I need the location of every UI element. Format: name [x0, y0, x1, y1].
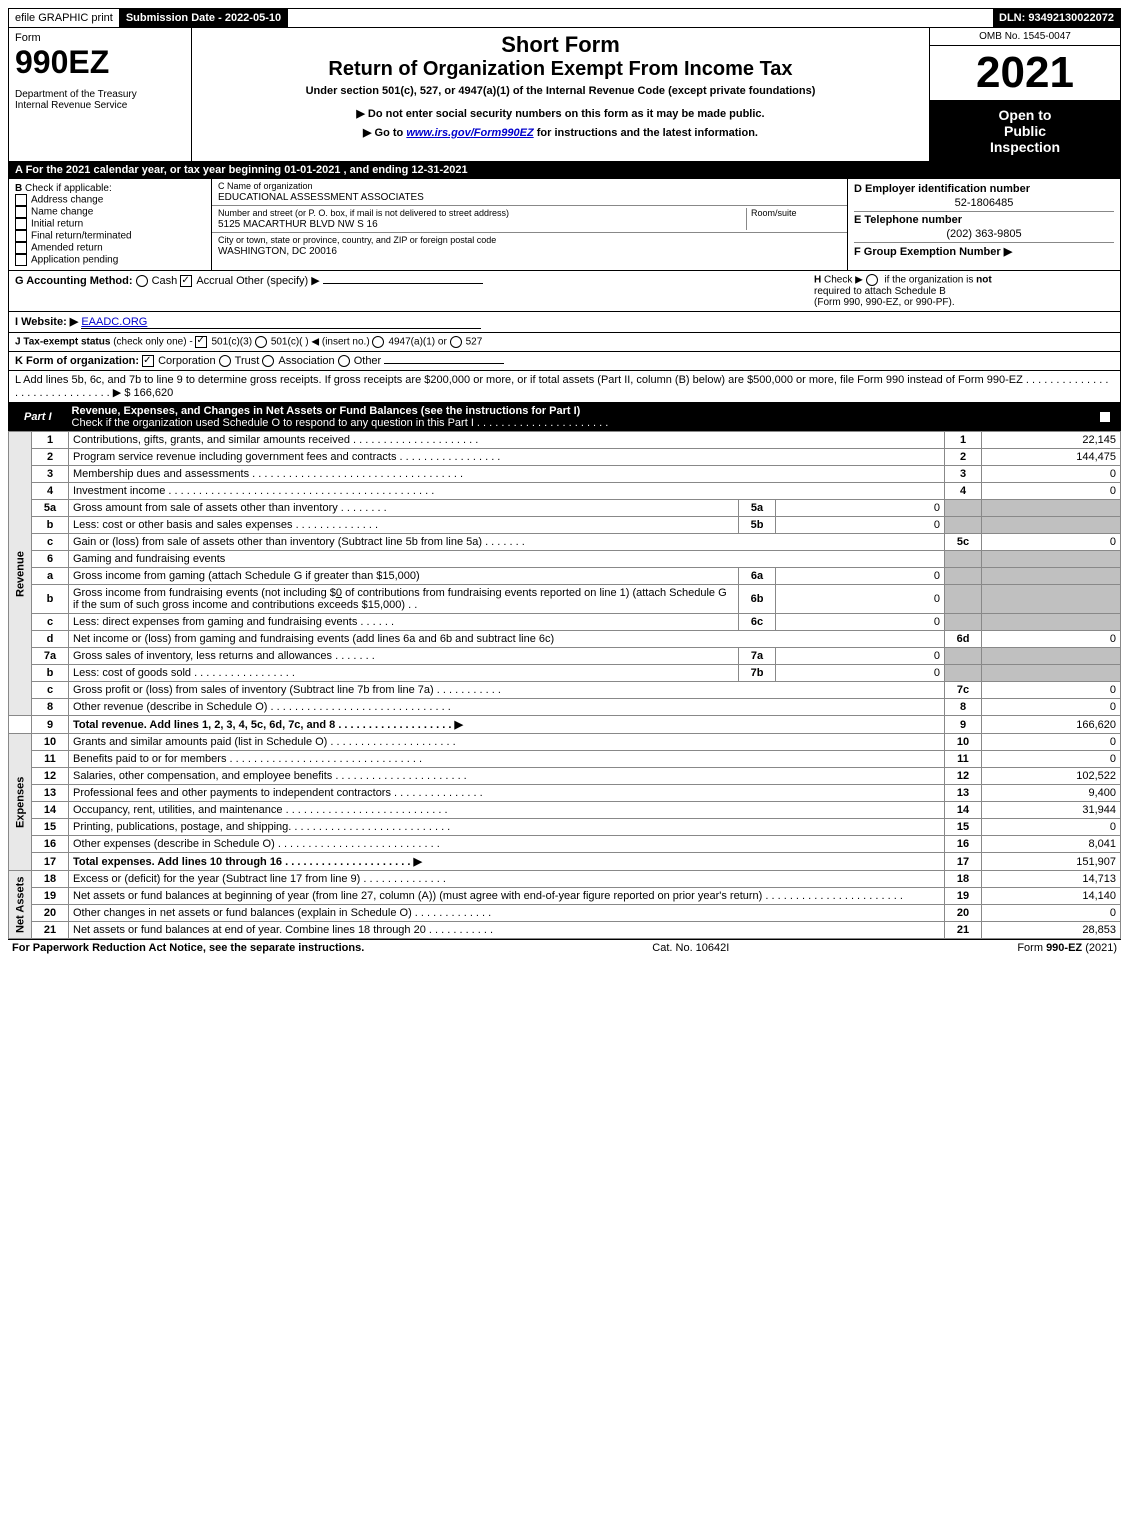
phone: (202) 363-9805 [854, 228, 1114, 240]
g-accounting: G Accounting Method: Cash Accrual Other … [15, 274, 483, 287]
radio-501c[interactable] [255, 336, 267, 348]
l-gross-receipts: L Add lines 5b, 6c, and 7b to line 9 to … [8, 371, 1121, 403]
check-schedule-o[interactable] [1099, 411, 1111, 423]
val-9: 166,620 [982, 716, 1121, 734]
check-pending[interactable] [15, 254, 27, 266]
val-1: 22,145 [982, 432, 1121, 449]
room-label: Room/suite [751, 208, 797, 218]
org-city: WASHINGTON, DC 20016 [218, 246, 337, 257]
val-15: 0 [982, 819, 1121, 836]
open-inspection: Open to Public Inspection [930, 101, 1120, 161]
val-7c: 0 [982, 682, 1121, 699]
radio-4947[interactable] [372, 336, 384, 348]
val-5c: 0 [982, 534, 1121, 551]
check-accrual[interactable] [180, 275, 192, 287]
check-address-change[interactable] [15, 194, 27, 206]
val-3: 0 [982, 466, 1121, 483]
val-20: 0 [982, 905, 1121, 922]
tab-net-assets: Net Assets [9, 871, 32, 939]
j-tax-status: J Tax-exempt status (check only one) - 5… [8, 333, 1121, 352]
val-6d: 0 [982, 631, 1121, 648]
radio-527[interactable] [450, 336, 462, 348]
val-19: 14,140 [982, 888, 1121, 905]
val-21: 28,853 [982, 922, 1121, 939]
tab-expenses: Expenses [9, 734, 32, 871]
val-2: 144,475 [982, 449, 1121, 466]
val-16: 8,041 [982, 836, 1121, 853]
l-value: 166,620 [134, 387, 174, 399]
radio-other[interactable] [338, 355, 350, 367]
check-initial-return[interactable] [15, 218, 27, 230]
h-block: H Check ▶ if the organization is not req… [806, 274, 1114, 308]
val-18: 14,713 [982, 871, 1121, 888]
check-501c3[interactable] [195, 336, 207, 348]
check-amended[interactable] [15, 242, 27, 254]
subtitle: Return of Organization Exempt From Incom… [200, 58, 921, 81]
form-label: Form [15, 32, 185, 44]
check-final-return[interactable] [15, 230, 27, 242]
top-bar: efile GRAPHIC print Submission Date - 20… [8, 8, 1121, 28]
efile-label[interactable]: efile GRAPHIC print [9, 9, 120, 27]
radio-cash[interactable] [136, 275, 148, 287]
g-h-row: G Accounting Method: Cash Accrual Other … [8, 271, 1121, 312]
val-10: 0 [982, 734, 1121, 751]
val-12: 102,522 [982, 768, 1121, 785]
submission-date: Submission Date - 2022-05-10 [120, 9, 288, 27]
val-17: 151,907 [982, 853, 1121, 871]
omb: OMB No. 1545-0047 [930, 28, 1120, 46]
org-name: EDUCATIONAL ASSESSMENT ASSOCIATES [218, 192, 424, 203]
val-4: 0 [982, 483, 1121, 500]
val-13: 9,400 [982, 785, 1121, 802]
check-corp[interactable] [142, 355, 154, 367]
form-header: Form 990EZ Department of the Treasury In… [8, 28, 1121, 162]
org-address: 5125 MACARTHUR BLVD NW S 16 [218, 219, 378, 230]
check-name-change[interactable] [15, 206, 27, 218]
website-link[interactable]: EAADC.ORG [81, 316, 481, 329]
tab-revenue: Revenue [9, 432, 32, 716]
radio-assoc[interactable] [262, 355, 274, 367]
dept-irs: Internal Revenue Service [15, 100, 185, 111]
goto-note: ▶ Go to www.irs.gov/Form990EZ for instru… [200, 126, 921, 139]
radio-h[interactable] [866, 274, 878, 286]
col-b: B Check if applicable: Address change Na… [9, 179, 212, 270]
bcd-grid: B Check if applicable: Address change Na… [8, 179, 1121, 271]
form-number: 990EZ [15, 44, 185, 81]
irs-link[interactable]: www.irs.gov/Form990EZ [406, 127, 533, 139]
k-form-org: K Form of organization: Corporation Trus… [8, 352, 1121, 371]
short-form-title: Short Form [200, 32, 921, 58]
part1-header: Part I Revenue, Expenses, and Changes in… [8, 403, 1121, 431]
val-8: 0 [982, 699, 1121, 716]
tax-year: 2021 [930, 46, 1120, 101]
under-section: Under section 501(c), 527, or 4947(a)(1)… [200, 85, 921, 97]
val-14: 31,944 [982, 802, 1121, 819]
col-d: D Employer identification number 52-1806… [848, 179, 1120, 270]
ssn-note: ▶ Do not enter social security numbers o… [200, 107, 921, 120]
ein: 52-1806485 [854, 197, 1114, 209]
dept-treasury: Department of the Treasury [15, 89, 185, 100]
section-a: A For the 2021 calendar year, or tax yea… [8, 162, 1121, 179]
radio-trust[interactable] [219, 355, 231, 367]
cat-no: Cat. No. 10642I [652, 942, 729, 954]
col-c: C Name of organization EDUCATIONAL ASSES… [212, 179, 848, 270]
i-website: I Website: ▶ EAADC.ORG [8, 312, 1121, 333]
part1-table: Revenue 1Contributions, gifts, grants, a… [8, 431, 1121, 939]
dln: DLN: 93492130022072 [993, 9, 1120, 27]
val-11: 0 [982, 751, 1121, 768]
page-footer: For Paperwork Reduction Act Notice, see … [8, 939, 1121, 956]
